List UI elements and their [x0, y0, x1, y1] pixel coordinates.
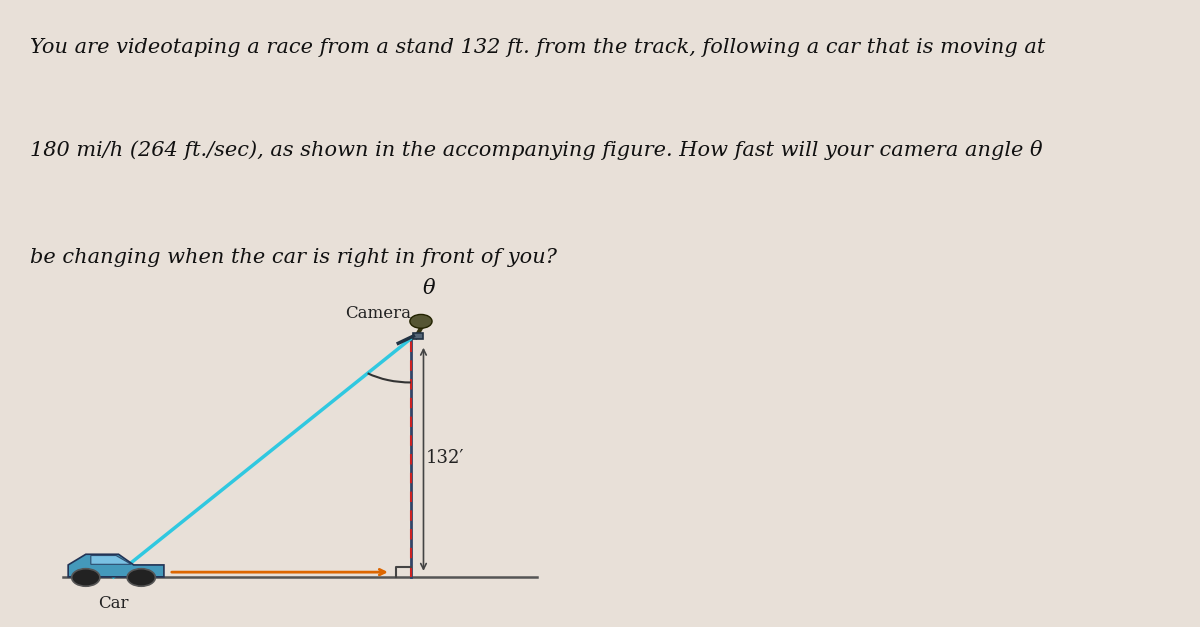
- Polygon shape: [68, 554, 164, 577]
- Circle shape: [127, 569, 155, 586]
- Text: 132′: 132′: [426, 449, 464, 466]
- Circle shape: [410, 314, 432, 329]
- Circle shape: [72, 569, 100, 586]
- Text: Camera: Camera: [346, 305, 412, 322]
- Text: 180 mi/h (264 ft./sec), as shown in the accompanying figure. How fast will your : 180 mi/h (264 ft./sec), as shown in the …: [30, 140, 1043, 161]
- Text: You are videotaping a race from a stand 132 ft. from the track, following a car : You are videotaping a race from a stand …: [30, 38, 1045, 56]
- Text: θ: θ: [422, 278, 434, 298]
- Polygon shape: [91, 556, 131, 564]
- Text: Car: Car: [98, 595, 128, 612]
- Polygon shape: [413, 333, 424, 339]
- Text: be changing when the car is right in front of you?: be changing when the car is right in fro…: [30, 248, 557, 266]
